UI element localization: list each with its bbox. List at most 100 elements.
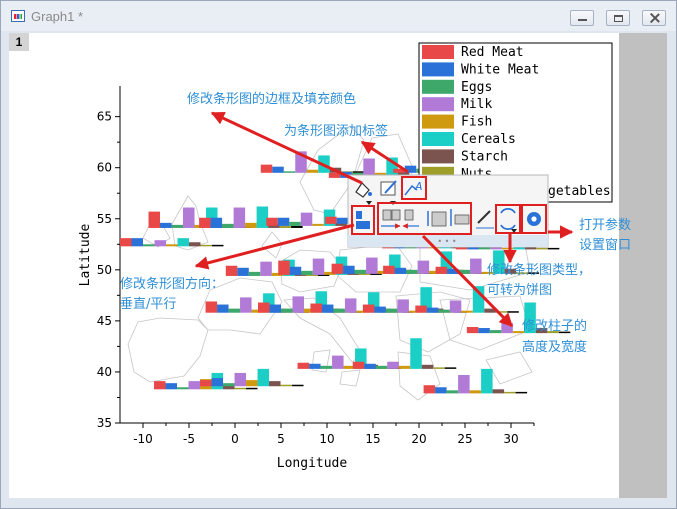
- x-axis-title[interactable]: Longitude: [277, 456, 348, 471]
- bar[interactable]: [310, 303, 322, 313]
- bar[interactable]: [478, 328, 490, 334]
- bar[interactable]: [331, 263, 344, 274]
- bar[interactable]: [131, 238, 144, 247]
- bar[interactable]: [420, 287, 432, 313]
- bar[interactable]: [289, 266, 302, 275]
- bar[interactable]: [435, 387, 447, 394]
- bar[interactable]: [228, 308, 241, 313]
- bar[interactable]: [352, 361, 365, 369]
- bar[interactable]: [504, 391, 516, 394]
- bar[interactable]: [343, 365, 356, 369]
- bar[interactable]: [495, 311, 508, 313]
- bar[interactable]: [484, 308, 496, 313]
- bar[interactable]: [279, 225, 292, 228]
- bar[interactable]: [336, 217, 349, 224]
- bar[interactable]: [481, 368, 493, 394]
- bar[interactable]: [358, 273, 371, 275]
- bar[interactable]: [266, 217, 278, 226]
- bar[interactable]: [171, 224, 184, 228]
- bar[interactable]: [363, 158, 375, 178]
- bar[interactable]: [189, 242, 201, 247]
- bar[interactable]: [356, 310, 368, 313]
- bar[interactable]: [367, 292, 380, 313]
- bar[interactable]: [260, 164, 273, 173]
- bar[interactable]: [366, 257, 378, 274]
- bar[interactable]: [328, 172, 341, 178]
- bar[interactable]: [383, 265, 395, 274]
- bar[interactable]: [394, 267, 407, 274]
- bar[interactable]: [408, 310, 421, 313]
- bar-group[interactable]: [352, 338, 457, 369]
- bar[interactable]: [223, 383, 235, 387]
- bar[interactable]: [277, 217, 290, 226]
- width-adjust-button[interactable]: [476, 210, 494, 229]
- bar[interactable]: [343, 265, 355, 274]
- bar[interactable]: [225, 265, 238, 276]
- bar[interactable]: [246, 380, 258, 387]
- y-axis-title[interactable]: Latitude: [78, 224, 93, 287]
- gap-decrease-button[interactable]: [381, 209, 401, 229]
- bar[interactable]: [493, 250, 505, 274]
- bar[interactable]: [489, 330, 502, 334]
- bar-direction-button[interactable]: [351, 205, 375, 235]
- mini-toolbar[interactable]: • • • A: [347, 174, 549, 248]
- bar[interactable]: [344, 298, 357, 313]
- bar[interactable]: [256, 206, 269, 228]
- close-button[interactable]: [642, 10, 666, 26]
- bar[interactable]: [449, 300, 462, 313]
- bar-group[interactable]: [466, 302, 571, 334]
- bar[interactable]: [205, 301, 218, 313]
- bar[interactable]: [269, 304, 282, 313]
- bar[interactable]: [355, 348, 367, 369]
- bar[interactable]: [301, 270, 313, 275]
- height-increase-button[interactable]: [427, 211, 447, 227]
- bar[interactable]: [199, 217, 211, 228]
- bar[interactable]: [271, 272, 284, 276]
- bar-group[interactable]: [415, 286, 519, 313]
- bar[interactable]: [421, 364, 434, 369]
- bar[interactable]: [321, 304, 334, 313]
- bar[interactable]: [524, 302, 536, 334]
- bar[interactable]: [320, 365, 333, 369]
- bar[interactable]: [233, 207, 246, 228]
- bar[interactable]: [309, 363, 321, 369]
- bar[interactable]: [470, 258, 482, 274]
- bar[interactable]: [332, 355, 344, 369]
- bar[interactable]: [177, 387, 189, 390]
- mini-toolbar-more[interactable]: • • •: [437, 237, 456, 246]
- bar[interactable]: [306, 169, 319, 173]
- bar[interactable]: [507, 311, 519, 313]
- bar-group[interactable]: [260, 151, 365, 173]
- bar[interactable]: [472, 286, 485, 313]
- bar[interactable]: [501, 247, 514, 250]
- bar[interactable]: [260, 261, 272, 276]
- bar[interactable]: [397, 299, 409, 313]
- bar[interactable]: [558, 331, 571, 334]
- bar[interactable]: [516, 272, 528, 274]
- bar[interactable]: [246, 387, 258, 390]
- bar[interactable]: [272, 166, 284, 173]
- bar[interactable]: [312, 258, 325, 275]
- bar[interactable]: [217, 304, 229, 313]
- bar[interactable]: [515, 391, 528, 394]
- bar[interactable]: [458, 269, 471, 274]
- add-labels-button[interactable]: A: [401, 176, 427, 200]
- bar[interactable]: [393, 168, 405, 173]
- bar[interactable]: [245, 222, 257, 228]
- bar[interactable]: [237, 267, 249, 276]
- bar[interactable]: [387, 361, 399, 369]
- bar-group[interactable]: [120, 238, 224, 247]
- layer-badge[interactable]: 1: [9, 33, 29, 51]
- bar[interactable]: [154, 381, 166, 390]
- fill-color-button[interactable]: [352, 178, 376, 205]
- bar[interactable]: [466, 327, 479, 334]
- bar[interactable]: [300, 212, 313, 226]
- height-decrease-button[interactable]: [450, 209, 470, 226]
- bar[interactable]: [258, 302, 270, 313]
- bar[interactable]: [223, 385, 235, 390]
- bar[interactable]: [292, 384, 304, 387]
- bar[interactable]: [210, 217, 223, 228]
- bar[interactable]: [447, 268, 459, 274]
- bar[interactable]: [426, 307, 439, 313]
